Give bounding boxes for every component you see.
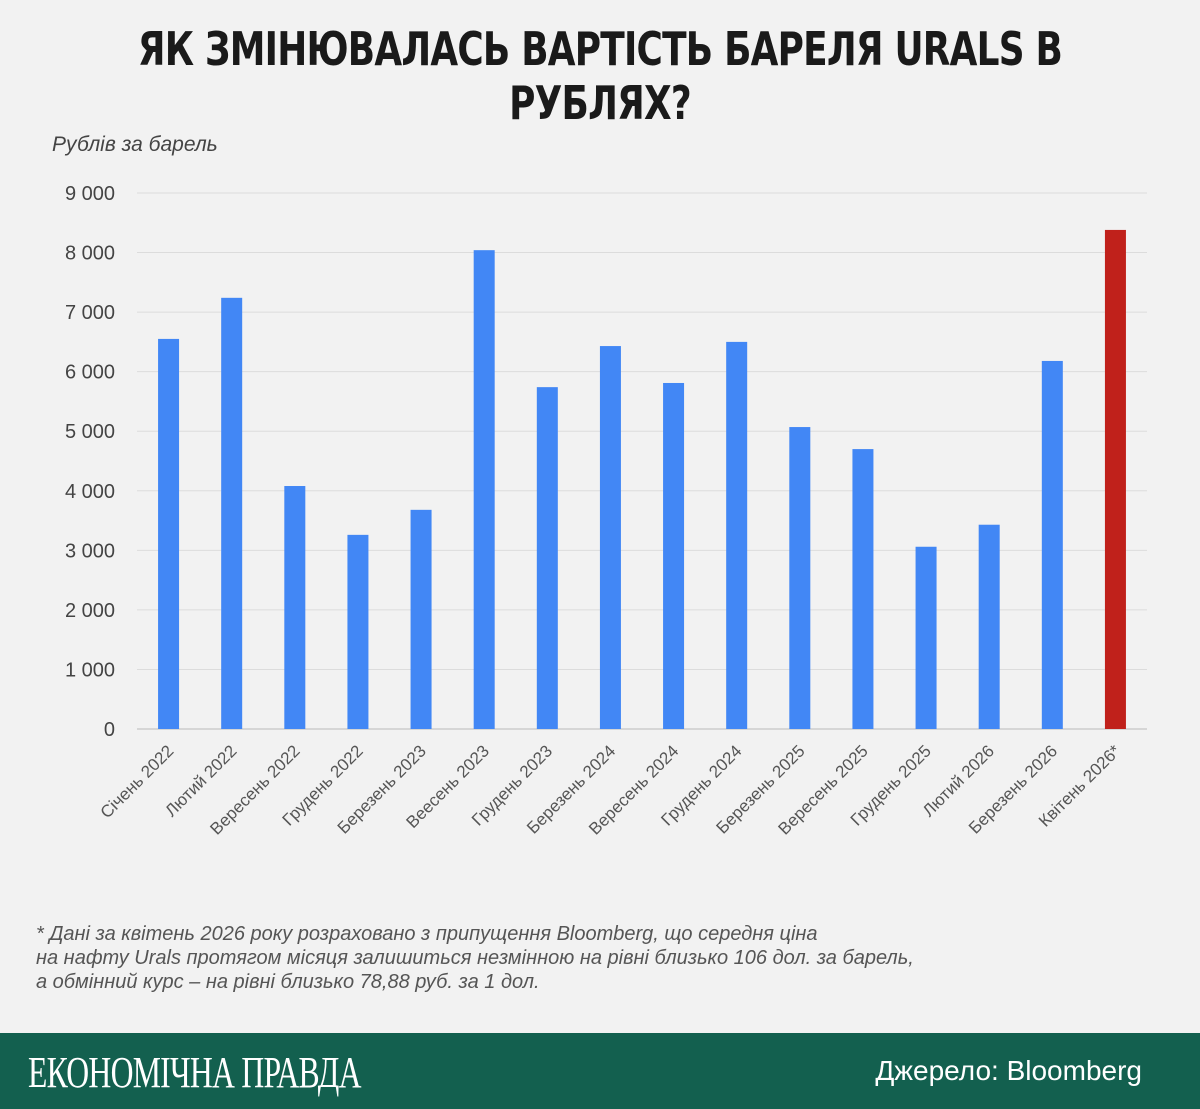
source-text: Джерело: Bloomberg [875, 1055, 1142, 1086]
y-tick-label: 8 000 [65, 243, 115, 265]
y-tick-label: 5 000 [65, 421, 115, 443]
bar [473, 250, 495, 729]
bar [158, 338, 180, 729]
logo: ЕКОНОМІЧНА ПРАВДА [28, 1048, 362, 1097]
bar [347, 534, 369, 729]
footnote-line: * Дані за квітень 2026 року розраховано … [36, 923, 818, 945]
bar-chart: 0 1 000 2 000 3 000 4 000 5 000 6 000 7 000 8 00… [65, 183, 1147, 839]
footnote: * Дані за квітень 2026 року розраховано … [36, 922, 914, 994]
y-axis-label: Рублів за барель [52, 133, 218, 156]
y-tick-label: 3 000 [65, 540, 115, 562]
y-tick-label: 4 000 [65, 481, 115, 503]
footer: ЕКОНОМІЧНА ПРАВДА Джерело: Bloomberg [0, 1033, 1200, 1109]
y-tick-label: 2 000 [65, 600, 115, 622]
bar [852, 449, 874, 729]
y-tick-label: 0 [104, 719, 115, 741]
footnote-line: на нафту Urals протягом місяця залишитьс… [36, 947, 914, 969]
y-tick-label: 7 000 [65, 302, 115, 324]
bar [1041, 360, 1063, 729]
y-tick-label: 9 000 [65, 183, 115, 205]
bar [599, 346, 621, 729]
bar [284, 486, 306, 729]
bar [221, 297, 243, 729]
bar [536, 387, 558, 729]
bar [978, 524, 1000, 729]
bar [663, 382, 685, 729]
y-tick-label: 6 000 [65, 362, 115, 384]
bar [726, 341, 748, 729]
bar [1104, 229, 1126, 729]
chart-title: Як змінювалась вартість бареля Urals в р… [137, 22, 1063, 130]
bar [915, 546, 937, 729]
bar [410, 509, 432, 729]
footnote-line: а обмінний курс – на рівні близько 78,88… [36, 971, 540, 993]
bar [789, 427, 811, 729]
y-tick-label: 1 000 [65, 659, 115, 681]
